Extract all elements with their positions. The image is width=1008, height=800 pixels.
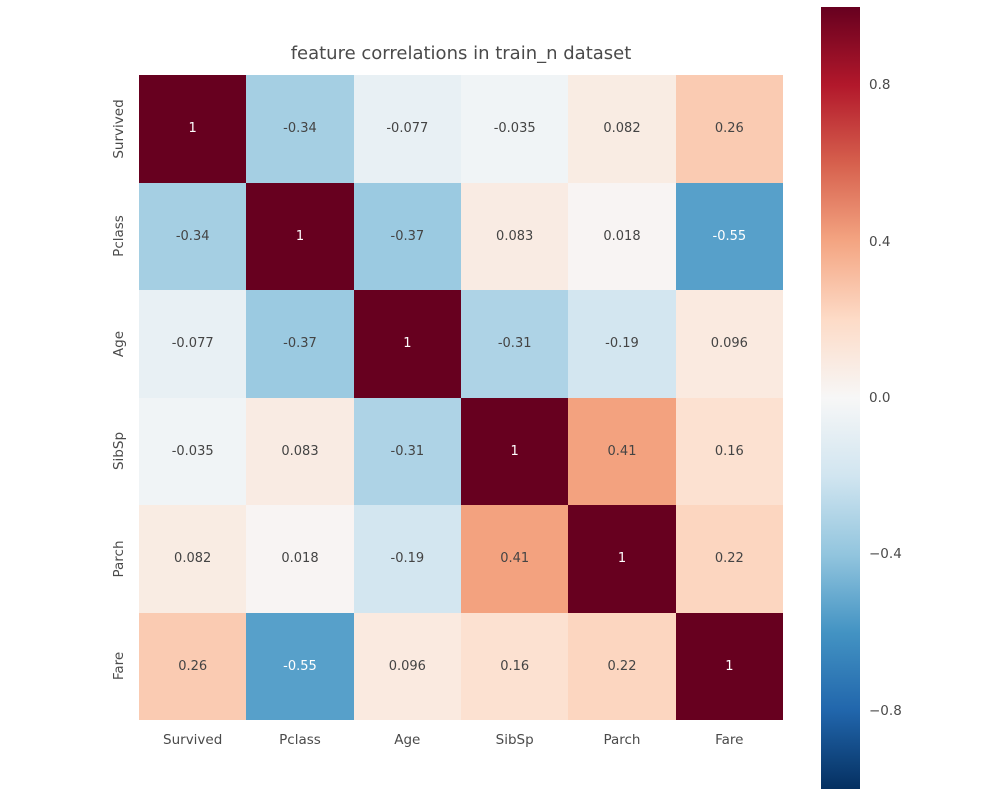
heatmap-cell: -0.035 [461,75,569,183]
heatmap-cell: -0.19 [353,505,461,613]
heatmap-cell: 0.22 [675,505,783,613]
y-tick-label: Fare [111,652,127,681]
cell-value: -0.31 [390,443,425,459]
x-tick-label: Age [394,732,421,748]
heatmap-cell: -0.55 [246,612,354,720]
cell-value: -0.035 [171,443,214,459]
cell-value: -0.34 [283,121,317,137]
cell-value: 0.018 [281,551,319,567]
x-tick-label: Survived [163,732,223,748]
cell-value: 1 [725,658,734,674]
heatmap-cell: 0.16 [675,397,783,505]
cell-value: 0.096 [388,658,426,674]
heatmap-cell: 1 [246,182,354,290]
x-tick-label: SibSp [495,732,534,748]
heatmap-grid: 1 -0.34 -0.077 -0.035 0.082 0.26 -0.34 1 -0.37 0.… [139,75,783,720]
cell-value: 1 [403,336,412,352]
cell-value: -0.34 [175,228,210,244]
cell-value: 0.16 [500,658,530,674]
cell-value: 0.16 [714,443,744,459]
heatmap-cell: -0.37 [246,290,354,398]
cell-value: 1 [188,121,197,137]
heatmap-cell: 1 [461,397,569,505]
heatmap-cell: 0.41 [568,397,676,505]
heatmap-cell: 0.018 [568,182,676,290]
colorbar-tick-label: 0.0 [869,390,891,406]
y-tick-label: Pclass [111,215,127,258]
cell-value: 0.41 [607,443,637,459]
cell-value: 1 [617,551,627,567]
cell-value: 0.22 [607,658,637,674]
heatmap-cell: 0.082 [568,75,676,183]
cell-value: 0.41 [500,551,530,567]
cell-value: 0.096 [710,336,748,352]
heatmap-cell: 1 [568,505,676,613]
colorbar-tick-label: 0.8 [869,77,891,94]
colorbar-tick-label: 0.4 [869,233,891,250]
heatmap-cell: 1 [353,290,461,398]
cell-value: 0.26 [714,121,744,137]
cell-value: -0.19 [605,336,639,352]
cell-value: 0.082 [174,551,212,567]
cell-value: -0.077 [386,121,429,137]
heatmap-cell: 0.082 [139,505,247,613]
cell-value: 1 [510,443,519,459]
cell-value: 0.26 [178,658,208,674]
cell-value: -0.035 [493,121,536,137]
cell-value: 0.083 [281,443,319,459]
heatmap-cell: -0.19 [568,290,676,398]
cell-value: 0.083 [496,228,534,244]
heatmap-cell: -0.077 [353,75,461,183]
heatmap-cell: 0.41 [461,505,569,613]
heatmap-cell: -0.035 [139,397,247,505]
heatmap-cell: 0.096 [353,612,461,720]
cell-value: -0.37 [390,228,425,244]
heatmap-cell: -0.077 [139,290,247,398]
cell-value: -0.31 [497,336,532,352]
heatmap-cell: -0.55 [675,182,783,290]
cell-value: 0.018 [603,228,641,244]
cell-value: -0.37 [283,336,317,352]
y-tick-label: SibSp [111,432,127,471]
heatmap-cell: 0.26 [675,75,783,183]
x-tick-label: Pclass [279,732,321,748]
heatmap-cell: 0.26 [139,612,247,720]
heatmap-cell: 0.083 [461,182,569,290]
heatmap-cell: 0.16 [461,612,569,720]
chart-title: feature correlations in train_n dataset [290,43,632,64]
cell-value: -0.077 [171,336,214,352]
colorbar [821,7,860,789]
x-tick-label: Parch [603,732,641,748]
heatmap-cell: -0.37 [353,182,461,290]
heatmap-cell: 1 [675,612,783,720]
heatmap-cell: 0.22 [568,612,676,720]
cell-value: 0.082 [603,121,641,137]
heatmap-cell: 1 [139,75,247,183]
cell-value: 1 [295,228,305,244]
cell-value: -0.19 [390,551,425,567]
y-tick-label: Parch [111,540,127,578]
heatmap-cell: 0.096 [675,290,783,398]
heatmap-cell: 0.083 [246,397,354,505]
cell-value: 0.22 [714,551,744,567]
cell-value: -0.55 [712,228,747,244]
colorbar-tick-label: −0.8 [869,702,902,719]
heatmap-cell: -0.31 [353,397,461,505]
cell-value: -0.55 [283,658,317,674]
heatmap-cell: -0.34 [139,182,247,290]
heatmap-cell: -0.31 [461,290,569,398]
heatmap-cell: 0.018 [246,505,354,613]
x-tick-label: Fare [715,732,744,748]
colorbar-tick-label: −0.4 [869,546,902,563]
y-tick-label: Age [111,330,127,357]
x-axis-labels: Survived Pclass Age SibSp Parch Fare [139,731,783,749]
heatmap-cell: -0.34 [246,75,354,183]
y-tick-label: Survived [111,99,127,159]
